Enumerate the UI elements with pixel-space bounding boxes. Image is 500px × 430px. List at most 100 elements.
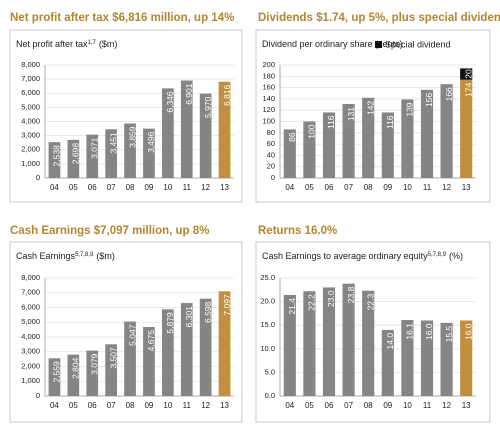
chart: Returns 16.0% Cash Earnings to average or… [255,225,491,423]
chart-title: Dividends $1.74, up 5%, plus special div… [258,12,500,24]
bar [143,128,155,178]
y-tick-label: 1,000 [21,159,40,168]
x-tick-label: 06 [325,183,334,192]
data-label: 6,598 [203,301,213,323]
bar [86,134,99,178]
bar [460,68,473,80]
x-tick-label: 08 [126,183,135,192]
x-tick-label: 10 [403,183,412,192]
data-label: 142 [365,101,375,115]
x-tick-label: 12 [442,401,451,410]
bar [401,320,414,396]
data-label: 2,698 [71,143,81,165]
data-label: 5,970 [203,96,213,118]
data-label: 22.2 [307,294,317,311]
chart-frame [255,29,491,203]
x-tick-label: 13 [462,183,471,192]
data-label: 23.0 [326,290,336,307]
y-tick-label: 140 [262,94,275,103]
x-tick-label: 13 [462,401,471,410]
y-tick-label: 20 [267,162,275,171]
bar [440,322,453,396]
y-axis-label-text: Dividend per ordinary share (cents) [262,39,403,49]
y-tick-label: 4,000 [21,332,40,341]
data-label: 6,346 [165,91,175,113]
y-tick-label: 3,000 [21,347,40,356]
y-axis-label: Net profit after tax1,7 ($m) [16,39,117,49]
y-tick-label: 5,000 [21,317,40,326]
y-tick-label: 0 [271,173,275,182]
x-tick-label: 05 [305,401,314,410]
bar [67,354,80,396]
bar [218,81,231,178]
bar [440,84,453,178]
data-label: 131 [346,107,356,121]
y-axis-label-unit: ($m) [96,251,115,261]
chart: Net profit after tax $6,816 million, up … [9,12,243,203]
y-tick-label: 10.0 [260,344,275,353]
y-tick-label: 7,000 [21,288,40,297]
x-tick-label: 07 [344,401,353,410]
x-tick-label: 04 [50,183,59,192]
bar [161,309,174,396]
bar [342,283,355,396]
bar [48,142,61,178]
y-tick-label: 0 [36,391,40,400]
x-tick-label: 12 [201,183,210,192]
bar [218,291,231,396]
data-label: 5,047 [127,324,137,346]
y-axis-label: Cash Earnings to average ordinary equity… [262,251,463,261]
bar [420,320,434,396]
bar [124,123,136,178]
data-label: 20 [463,69,473,79]
data-label: 15.5 [444,326,454,343]
x-tick-label: 08 [364,401,373,410]
bar [124,321,136,396]
chart-frame [9,241,243,423]
x-tick-label: 09 [144,401,153,410]
x-tick-label: 11 [183,183,192,192]
x-tick-label: 07 [107,401,116,410]
chart: Dividends $1.74, up 5%, plus special div… [255,12,500,203]
x-tick-label: 09 [383,401,392,410]
x-tick-label: 06 [88,183,97,192]
bar [460,320,473,396]
y-tick-label: 2,000 [21,145,40,154]
data-label: 3,496 [146,131,156,153]
data-label: 16.1 [405,323,415,340]
x-tick-label: 04 [50,401,59,410]
y-tick-label: 6,000 [21,302,40,311]
y-tick-label: 180 [262,71,275,80]
chart-title: Returns 16.0% [258,225,337,237]
bar [322,287,336,396]
x-tick-label: 04 [285,183,294,192]
y-tick-label: 8,000 [21,273,40,282]
bar [86,350,99,396]
x-tick-label: 13 [220,401,229,410]
y-tick-label: 160 [262,83,275,92]
y-tick-label: 4,000 [21,116,40,125]
x-tick-label: 08 [364,183,373,192]
chart: Cash Earnings $7,097 million, up 8% Cash … [9,225,243,423]
bar [283,294,296,396]
bar [105,129,118,178]
data-label: 3,507 [108,347,118,369]
bar [180,80,193,178]
y-tick-label: 200 [262,60,275,69]
y-tick-label: 5,000 [21,102,40,111]
y-axis-label-text: Cash Earnings [16,251,76,261]
y-axis-label: Cash Earnings5,7,8,9 ($m) [16,251,115,261]
data-label: 3,079 [90,353,100,375]
chart-title: Net profit after tax $6,816 million, up … [10,12,234,24]
data-label: 16.0 [424,323,434,340]
bar [362,290,375,396]
x-tick-label: 12 [442,183,451,192]
y-axis-label: Dividend per ordinary share (cents) [262,39,403,49]
chart-frame [9,29,243,203]
bar [67,139,80,178]
x-tick-label: 05 [69,401,78,410]
data-label: 23.8 [346,286,356,303]
y-tick-label: 7,000 [21,74,40,83]
y-tick-label: 100 [262,116,275,125]
x-tick-label: 04 [285,401,294,410]
